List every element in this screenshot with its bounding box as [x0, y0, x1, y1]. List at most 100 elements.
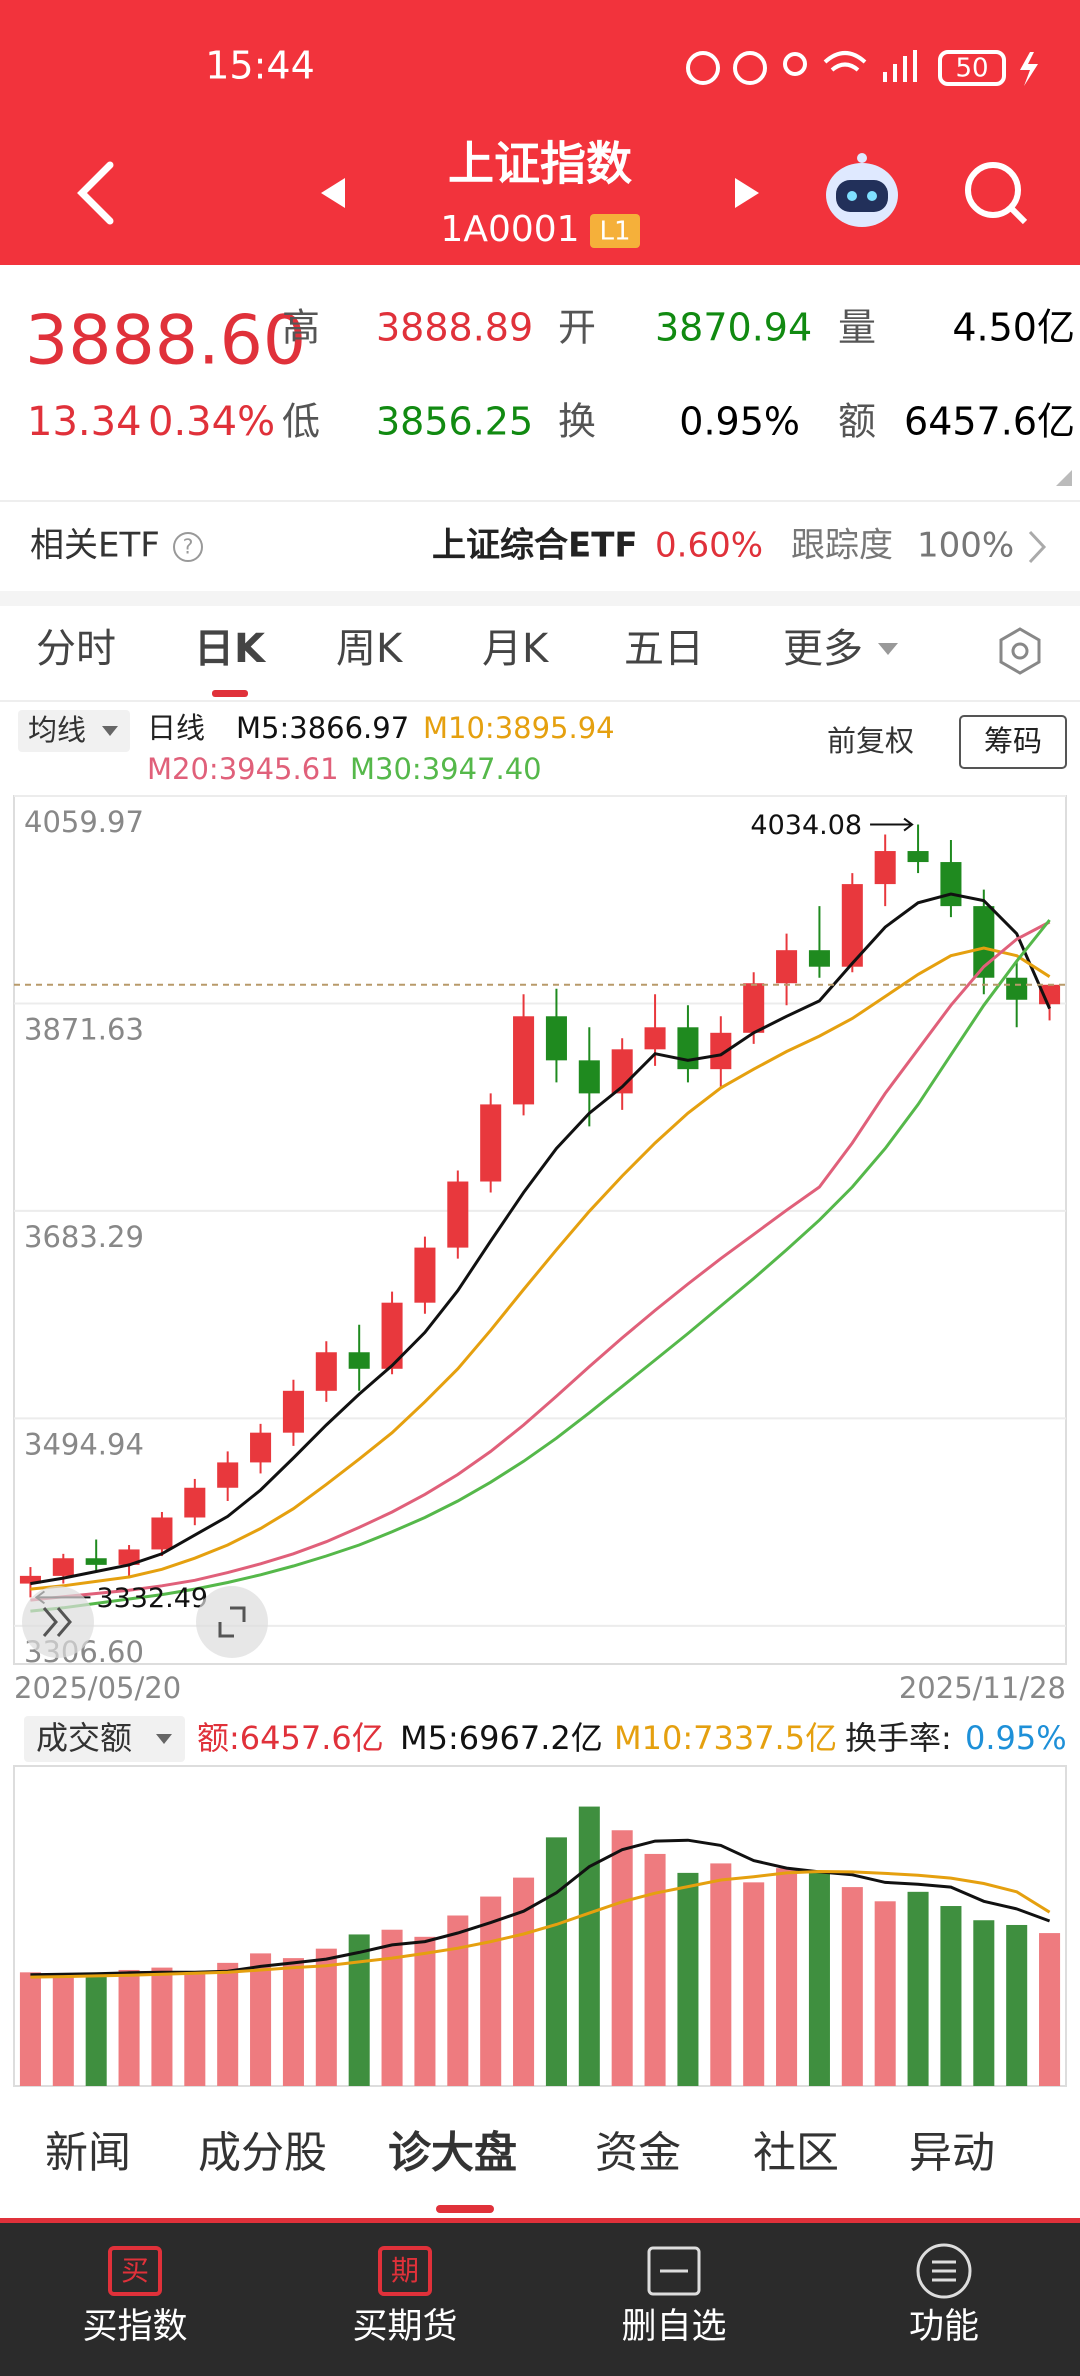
volume-bar	[414, 1936, 436, 2086]
nav-label[interactable]: 功能	[909, 2307, 979, 2347]
volume-bar	[841, 1887, 863, 2086]
nav-label[interactable]: 删自选	[621, 2307, 726, 2347]
volume-bar	[513, 1877, 535, 2086]
nav-label[interactable]: 买期货	[352, 2307, 457, 2347]
ma-line	[30, 892, 1051, 1586]
etf-chevron[interactable]	[1028, 530, 1047, 564]
field-value: 3888.89	[376, 306, 533, 350]
candle-body	[348, 1352, 370, 1369]
volume-selector-bg[interactable]	[24, 1716, 185, 1762]
volume-bar	[184, 1972, 206, 2086]
more-caret	[878, 643, 898, 655]
x-tick-label: 2025/05/20	[14, 1671, 181, 1705]
help-mark: ?	[183, 535, 194, 559]
volume-ma-line	[30, 1838, 1051, 1977]
volume-bar	[940, 1906, 962, 2086]
volume-bar	[85, 1974, 107, 2086]
bottom-tab[interactable]: 社区	[753, 2129, 839, 2179]
y-tick-label: 4059.97	[24, 805, 144, 839]
field-label: 额	[838, 400, 876, 444]
bottom-tab[interactable]: 成分股	[198, 2129, 327, 2179]
field-label: 低	[282, 400, 320, 444]
settings-dot	[1011, 642, 1029, 660]
volume-bar	[874, 1901, 896, 2086]
track-value: 100%	[917, 526, 1014, 566]
bottom-tab[interactable]: 资金	[595, 2129, 681, 2179]
page-title: 上证指数	[448, 137, 632, 191]
turnover-value: 0.95%	[965, 1719, 1067, 1757]
volume-bar	[381, 1929, 403, 2086]
etf-name[interactable]: 上证综合ETF	[432, 526, 638, 566]
period-tab[interactable]: 五日	[624, 626, 704, 672]
candle-body	[841, 884, 863, 967]
volume-bar	[808, 1872, 830, 2086]
candle-body	[282, 1390, 304, 1433]
turnover-label: 换手率:	[845, 1719, 952, 1757]
back-button[interactable]	[77, 161, 114, 225]
chips-label: 筹码	[984, 724, 1042, 758]
nav-label[interactable]: 买指数	[82, 2307, 187, 2347]
field-value: 6457.6亿	[904, 400, 1075, 444]
field-label: 量	[838, 306, 876, 350]
volume-bar	[545, 1837, 567, 2086]
volume-bar	[907, 1891, 929, 2086]
candle-body	[85, 1558, 107, 1565]
last-price: 3888.60	[25, 302, 306, 381]
candle-body	[940, 862, 962, 907]
candle-body	[381, 1302, 403, 1369]
next-button[interactable]	[735, 178, 759, 208]
status-icons	[686, 50, 1006, 86]
field-value: 3856.25	[376, 400, 533, 444]
battery-level: 50	[955, 54, 988, 84]
ma-selector-bg[interactable]	[18, 710, 130, 752]
field-value: 3870.94	[655, 306, 812, 350]
bottom-tab[interactable]: 诊大盘	[388, 2129, 517, 2179]
y-tick-label: 3683.29	[24, 1220, 144, 1254]
bottom-tab-indicator	[436, 2205, 494, 2213]
prev-button[interactable]	[321, 178, 345, 208]
field-value: 0.95%	[679, 400, 800, 444]
candle-body	[315, 1352, 337, 1391]
candle-body	[644, 1027, 666, 1050]
assistant-icon[interactable]	[826, 153, 898, 227]
volume-bar	[776, 1868, 798, 2086]
search-button[interactable]	[965, 162, 1028, 225]
bottom-tabs-bg	[0, 2098, 1080, 2220]
help-icon[interactable]	[173, 532, 203, 562]
legend-entry: M5:3866.97	[236, 711, 409, 745]
volume-bar	[348, 1934, 370, 2086]
annotation-label: 4034.08	[750, 810, 862, 841]
bottom-tab[interactable]: 异动	[909, 2129, 995, 2179]
candle-body	[19, 1575, 41, 1584]
legend-entry: M30:3947.40	[350, 752, 542, 786]
volume-label: 额:6457.6亿	[197, 1719, 384, 1757]
legend-entry: M5:6967.2亿	[400, 1719, 603, 1757]
candle-body	[118, 1549, 140, 1565]
price-change: 13.34	[27, 399, 142, 445]
chart-overlay-buttons[interactable]	[22, 1586, 268, 1658]
period-tab[interactable]: 日K	[194, 626, 267, 672]
ma-line	[30, 920, 1051, 1602]
volume-selector: 成交额	[36, 1719, 132, 1757]
candle-body	[874, 851, 896, 885]
price-chart: 3306.603494.943683.293871.634059.972025/…	[14, 711, 1066, 2086]
volume-bar	[677, 1872, 699, 2086]
candle-body	[217, 1462, 239, 1488]
candle-body	[250, 1432, 272, 1463]
period-tab[interactable]: 月K	[482, 626, 550, 672]
volume-bar	[1006, 1924, 1028, 2086]
chips-button[interactable]	[959, 715, 1067, 769]
period-tab[interactable]: 分时	[36, 626, 116, 672]
etf-pct: 0.60%	[655, 526, 763, 566]
bottom-tab[interactable]: 新闻	[45, 2129, 131, 2179]
volume-caret	[156, 1734, 172, 1744]
settings-button[interactable]	[999, 627, 1041, 675]
adjust-label[interactable]: 前复权	[827, 724, 914, 758]
period-tab[interactable]: 更多	[783, 626, 863, 672]
period-tab[interactable]: 周K	[336, 626, 404, 672]
candle-body	[743, 983, 765, 1033]
candle-body	[1006, 977, 1028, 1000]
nav-icon-lines	[932, 2260, 956, 2282]
candle-body	[513, 1016, 535, 1105]
nav-bg	[0, 2223, 1080, 2376]
